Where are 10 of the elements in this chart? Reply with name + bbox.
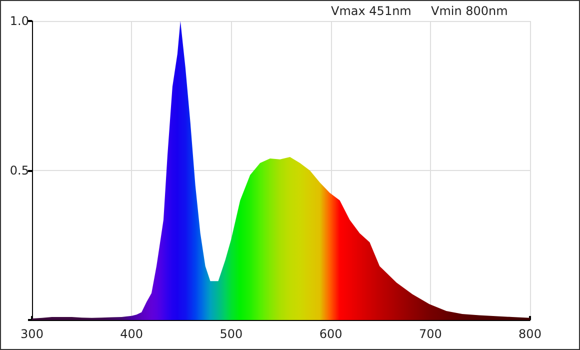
y-tick-label: 0.5 (10, 164, 29, 178)
x-tick-label: 400 (120, 327, 144, 341)
text: Vmin 800nm (431, 4, 508, 18)
x-tick-label: 600 (319, 327, 342, 341)
x-tick-label: 500 (220, 327, 243, 341)
x-tick-label: 300 (20, 327, 44, 341)
x-tick-label: 800 (518, 327, 542, 341)
y-tick-label: 1.0 (10, 14, 29, 28)
x-tick-label: 700 (418, 327, 442, 341)
text: Vmax 451nm (331, 4, 412, 18)
